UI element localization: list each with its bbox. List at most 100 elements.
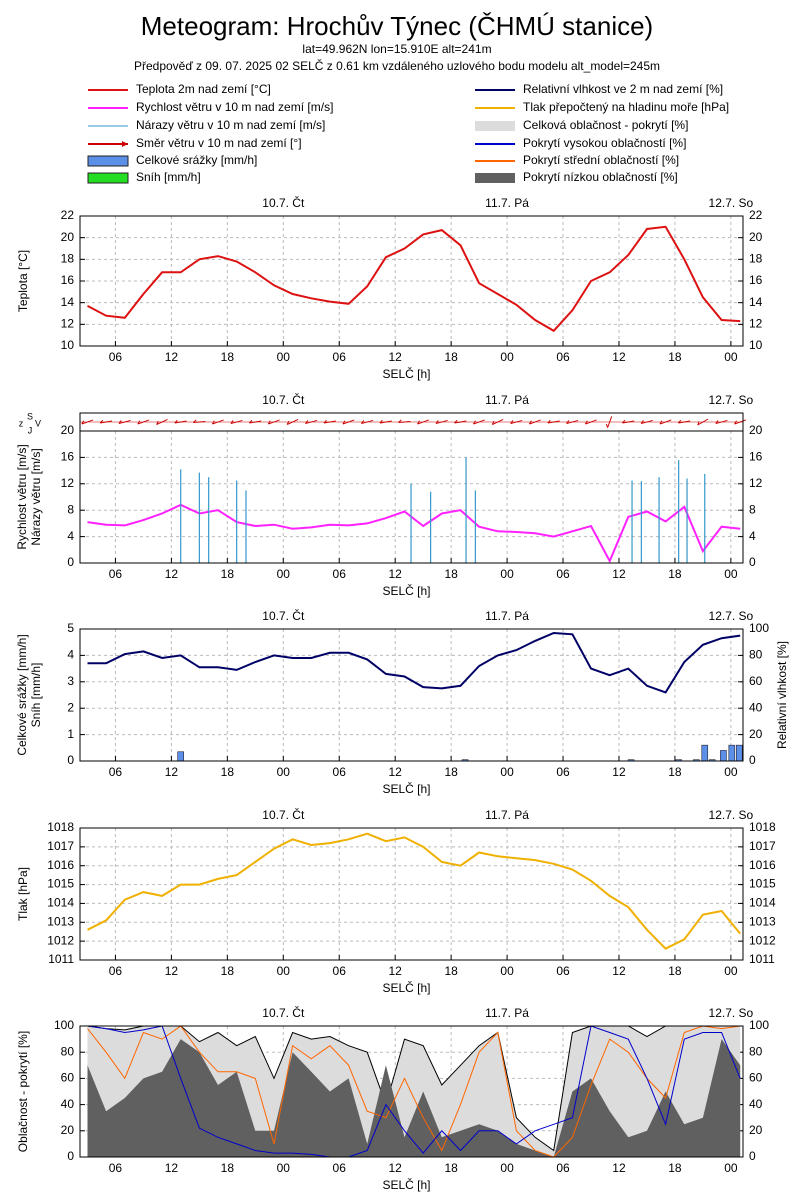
- x-tick-label: 06: [109, 1161, 123, 1175]
- wind-arrow: [361, 419, 374, 425]
- x-tick-label: 18: [668, 765, 682, 779]
- x-tick-label: 18: [444, 567, 458, 581]
- subtitle: lat=49.962N lon=15.910E alt=241m: [302, 42, 491, 56]
- x-tick-label: 12: [389, 1161, 403, 1175]
- series-line: [87, 1025, 741, 1158]
- wind-arrow: [640, 419, 653, 425]
- day-label: 11.7. Pá: [485, 609, 529, 623]
- x-tick-label: 12: [389, 567, 403, 581]
- y-tick-label: 18: [61, 252, 75, 266]
- y2-tick-label: 60: [749, 674, 763, 688]
- day-label: 12.7. So: [709, 393, 754, 407]
- x-tick-label: 06: [333, 765, 347, 779]
- y-tick-label-right: 8: [749, 502, 756, 516]
- y-tick-label-right: 20: [749, 230, 763, 244]
- series-area: [87, 1039, 741, 1157]
- y-tick-label: 1012: [47, 933, 74, 947]
- wind-arrow: [398, 419, 411, 424]
- day-label: 11.7. Pá: [485, 393, 529, 407]
- day-label: 11.7. Pá: [485, 1006, 529, 1020]
- x-axis-label: SELČ [h]: [382, 1177, 430, 1192]
- y-tick-label: 1018: [47, 820, 74, 834]
- day-label: 10.7. Čt: [262, 807, 305, 822]
- x-tick-label: 06: [556, 350, 570, 364]
- precip-bar: [177, 751, 185, 762]
- y-tick-label-right: 12: [749, 476, 763, 490]
- x-tick-label: 12: [389, 350, 403, 364]
- legend-label: Rychlost větru v 10 m nad zemí [m/s]: [136, 100, 333, 114]
- x-tick-label: 18: [221, 567, 235, 581]
- x-tick-label: 18: [221, 964, 235, 978]
- wind-arrow: [605, 416, 613, 428]
- y-tick-label: 40: [61, 1097, 75, 1111]
- x-tick-label: 18: [668, 964, 682, 978]
- series-line: [87, 631, 741, 694]
- day-label: 12.7. So: [709, 609, 754, 623]
- y-tick-label-right: 0: [749, 555, 756, 569]
- y-tick-label: 0: [67, 555, 74, 569]
- y-tick-label-right: 16: [749, 273, 763, 287]
- wind-arrow: [174, 419, 187, 424]
- y2-axis-label: Relativní vlhkost [%]: [775, 641, 789, 749]
- x-tick-label: 18: [221, 350, 235, 364]
- x-tick-label: 06: [333, 567, 347, 581]
- x-axis-label: SELČ [h]: [382, 366, 430, 381]
- x-tick-label: 12: [389, 964, 403, 978]
- legend-label: Tlak přepočtený na hladinu moře [hPa]: [523, 100, 729, 114]
- y-tick-label: 0: [67, 1149, 74, 1163]
- y-tick-label-right: 1015: [749, 877, 776, 891]
- day-label: 11.7. Pá: [485, 808, 529, 822]
- y2-tick-label: 0: [749, 753, 756, 767]
- x-tick-label: 18: [221, 1161, 235, 1175]
- y-tick-label: 20: [61, 1123, 75, 1137]
- x-tick-label: 12: [165, 567, 179, 581]
- x-tick-label: 06: [556, 765, 570, 779]
- series-line: [87, 1025, 741, 1158]
- y-tick-label: 1011: [48, 952, 74, 966]
- day-label: 10.7. Čt: [262, 608, 305, 623]
- plot-frame: [79, 827, 744, 961]
- wind-arrow: [435, 419, 448, 425]
- y-axis-label: Tlak [hPa]: [16, 867, 30, 921]
- wind-arrow: [211, 419, 224, 425]
- x-tick-label: 00: [277, 1161, 291, 1175]
- wind-arrow: [267, 419, 280, 425]
- x-tick-label: 00: [500, 964, 514, 978]
- day-label: 10.7. Čt: [262, 195, 305, 210]
- y-tick-label-right: 1013: [749, 914, 776, 928]
- legend-label: Relativní vlhkost ve 2 m nad zemí [%]: [523, 82, 723, 96]
- wind-arrow: [734, 419, 747, 425]
- x-tick-label: 18: [444, 765, 458, 779]
- x-axis-label: SELČ [h]: [382, 781, 430, 796]
- x-tick-label: 06: [109, 350, 123, 364]
- y-tick-label-right: 10: [749, 338, 763, 352]
- x-axis-label: SELČ [h]: [382, 583, 430, 598]
- x-tick-label: 06: [556, 1161, 570, 1175]
- day-label: 12.7. So: [709, 808, 754, 822]
- y-tick-label: 16: [61, 273, 75, 287]
- wind-arrow: [715, 419, 728, 425]
- plot-frame: [79, 412, 744, 564]
- y-axis-label: Rychlost větru [m/s]: [15, 444, 29, 549]
- legend-swatch: [87, 172, 129, 184]
- y2-tick-label: 80: [749, 648, 763, 662]
- y-tick-label: 22: [61, 208, 75, 222]
- y-tick-label: 8: [67, 502, 74, 516]
- series-line: [87, 503, 741, 564]
- legend-swatch: [475, 121, 515, 131]
- y-tick-label: 100: [54, 1018, 74, 1032]
- precip-bar: [701, 744, 709, 762]
- y-tick-label-right: 1017: [749, 839, 776, 853]
- wind-arrow: [342, 419, 355, 425]
- x-tick-label: 06: [333, 964, 347, 978]
- x-tick-label: 12: [165, 765, 179, 779]
- y-tick-label: 0: [67, 753, 74, 767]
- wind-arrow: [622, 419, 635, 424]
- series-area-outline: [87, 1025, 741, 1152]
- y-tick-label-right: 22: [749, 208, 763, 222]
- y-tick-label-right: 60: [749, 1071, 763, 1085]
- x-tick-label: 00: [277, 567, 291, 581]
- x-tick-label: 12: [612, 567, 626, 581]
- y-tick-label: 20: [61, 230, 75, 244]
